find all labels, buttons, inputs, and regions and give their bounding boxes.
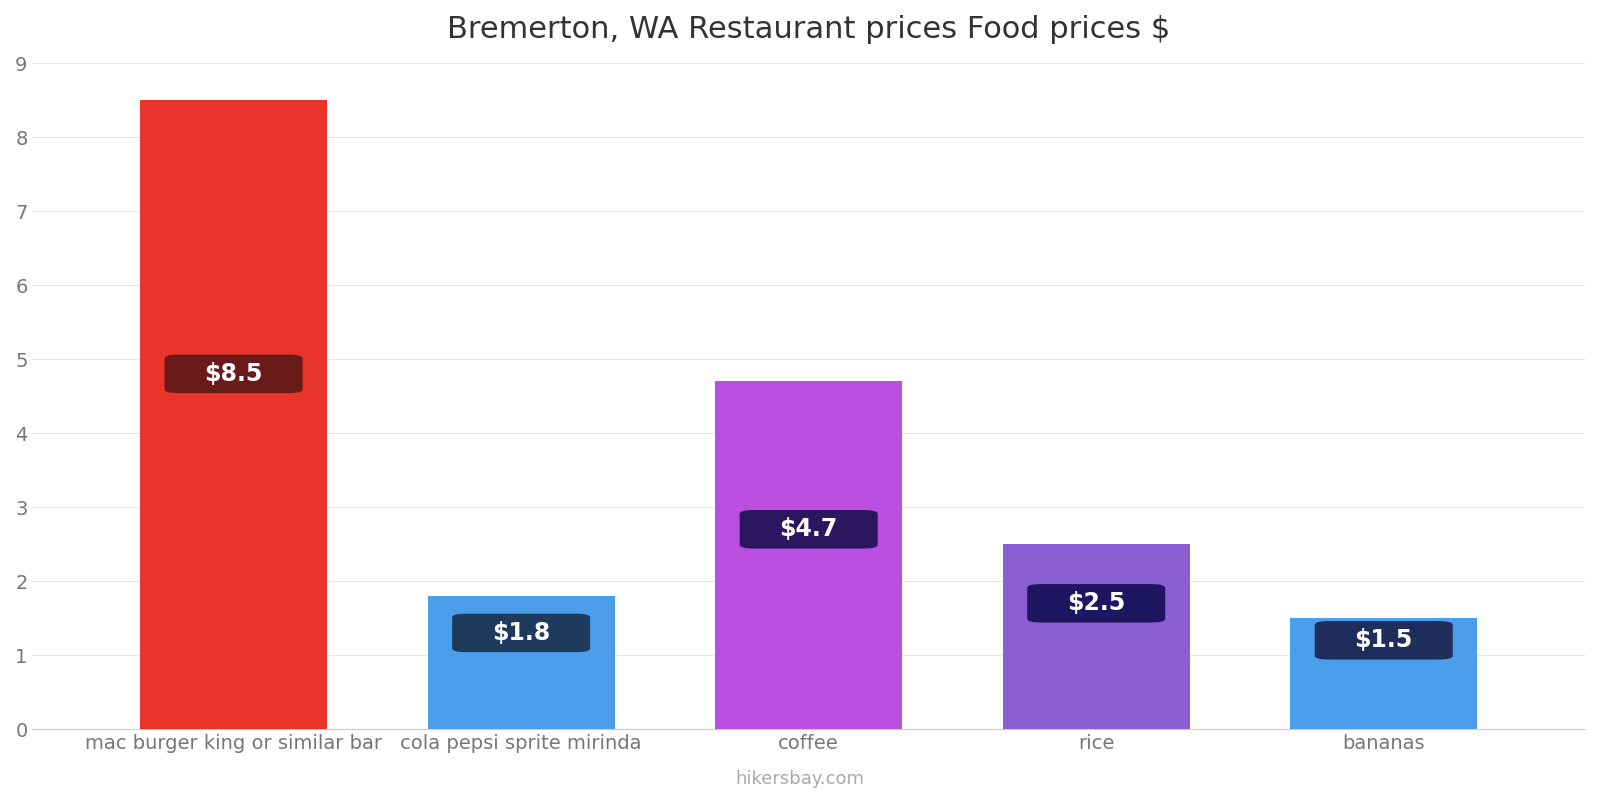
Text: $4.7: $4.7 <box>779 518 838 542</box>
FancyBboxPatch shape <box>165 354 302 393</box>
Title: Bremerton, WA Restaurant prices Food prices $: Bremerton, WA Restaurant prices Food pri… <box>446 15 1170 44</box>
Bar <box>427 596 614 729</box>
Text: $1.5: $1.5 <box>1355 628 1413 652</box>
Text: $8.5: $8.5 <box>205 362 262 386</box>
Bar <box>715 382 902 729</box>
Text: $2.5: $2.5 <box>1067 591 1125 615</box>
FancyBboxPatch shape <box>1027 584 1165 622</box>
Text: $1.8: $1.8 <box>493 621 550 645</box>
Bar <box>1003 544 1190 729</box>
FancyBboxPatch shape <box>739 510 878 549</box>
Text: hikersbay.com: hikersbay.com <box>736 770 864 788</box>
Bar <box>1290 618 1477 729</box>
FancyBboxPatch shape <box>1315 621 1453 659</box>
Bar <box>141 100 326 729</box>
FancyBboxPatch shape <box>453 614 590 652</box>
